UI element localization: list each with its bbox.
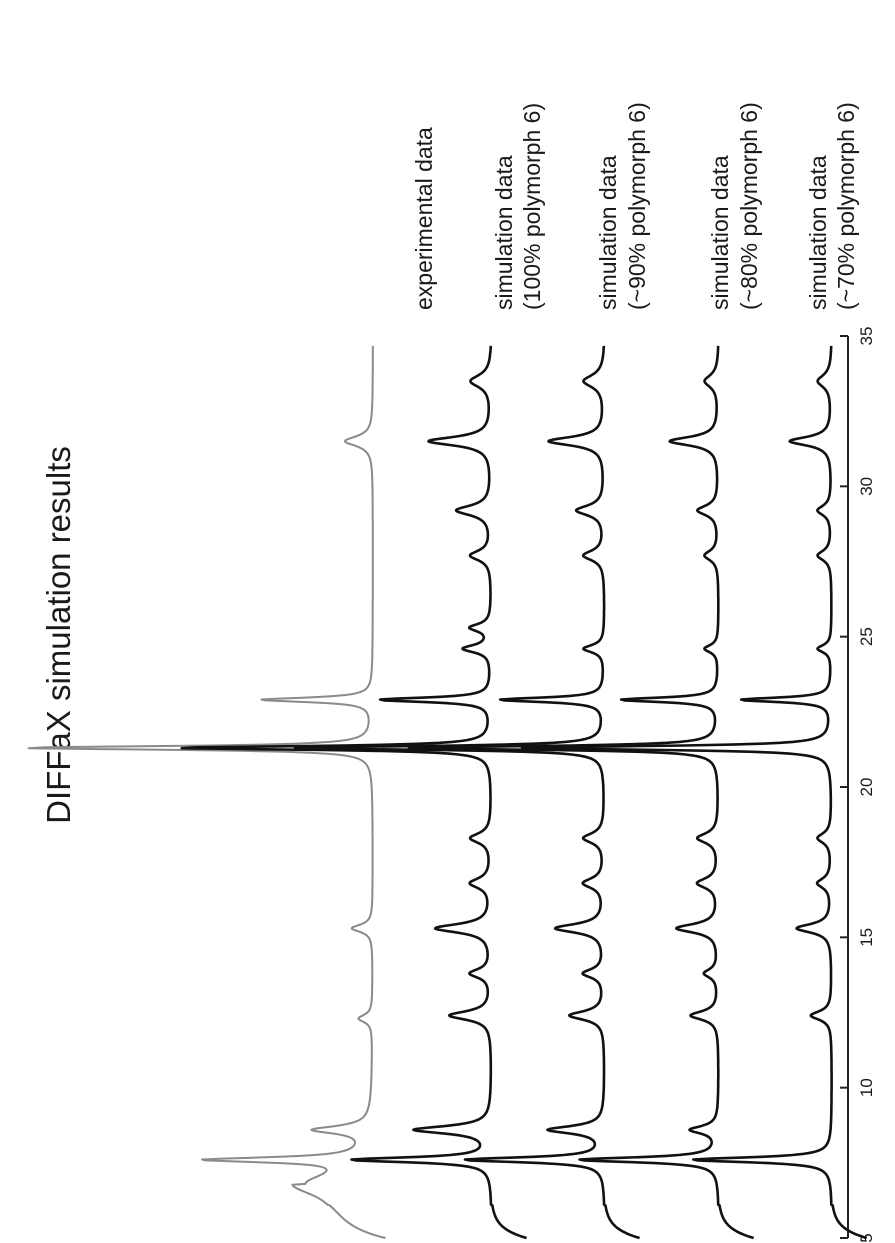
series-line-simulation-data-100-polymorph-6: [180, 345, 527, 1240]
legend-label-simulation-data-90-polymorph-6-line-2: (~90% polymorph 6): [624, 102, 650, 310]
traces: [27, 345, 868, 1240]
legend-label-simulation-data-100-polymorph-6-line-1: simulation data: [491, 155, 517, 310]
x-tick-label: 35: [857, 327, 876, 346]
chart-title: DIFFaX simulation results: [40, 446, 77, 824]
legend-label-simulation-data-80-polymorph-6-line-1: simulation data: [707, 155, 733, 310]
legend-label-experimental-data-line-1: experimental data: [411, 127, 437, 310]
x-tick-label: 15: [857, 928, 876, 947]
legend-label-simulation-data-80-polymorph-6-line-2: (~80% polymorph 6): [736, 102, 762, 310]
x-tick-label: 10: [857, 1078, 876, 1097]
legend: experimental data simulation data (100% po…: [411, 102, 859, 310]
legend-label-simulation-data-70-polymorph-6-line-1: simulation data: [805, 155, 831, 310]
series-line-simulation-data-80-polymorph-6: [407, 345, 755, 1240]
legend-label-simulation-data-100-polymorph-6-line-2: (100% polymorph 6): [519, 103, 545, 310]
legend-label-simulation-data-70-polymorph-6-line-2: (~70% polymorph 6): [833, 102, 859, 310]
series-line-simulation-data-70-polymorph-6: [520, 345, 868, 1240]
legend-label-simulation-data-90-polymorph-6-line-1: simulation data: [595, 155, 621, 310]
series-line-simulation-data-90-polymorph-6: [293, 345, 640, 1240]
series-line-experimental-data: [27, 345, 386, 1239]
x-tick-label: 20: [857, 778, 876, 797]
x-tick-label: 25: [857, 627, 876, 646]
x-tick-label: 30: [857, 477, 876, 496]
